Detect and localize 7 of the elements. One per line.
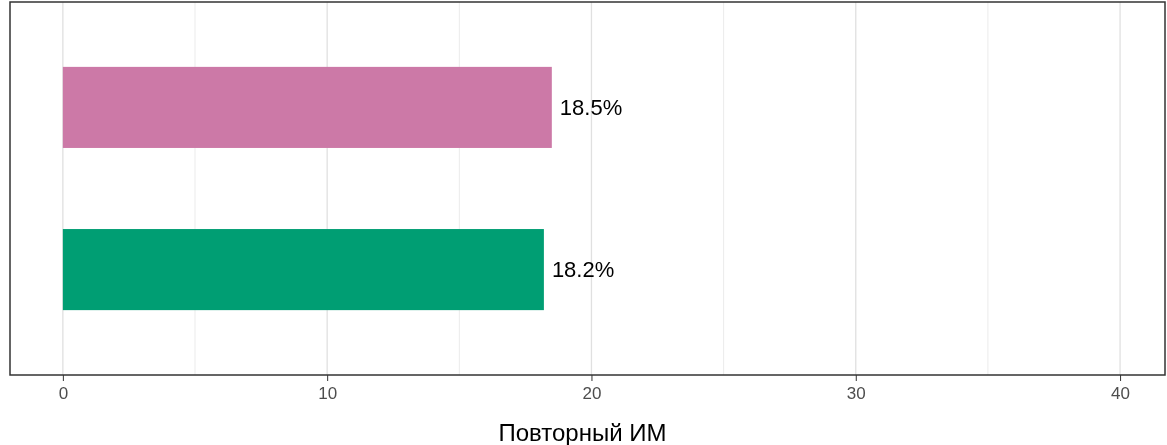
data-label: 18.2%: [551, 257, 615, 283]
data-label: 18.5%: [559, 95, 623, 121]
x-tick-label: 30: [846, 384, 866, 404]
x-tick-label: 40: [1111, 384, 1131, 404]
x-tick-label: 0: [58, 384, 69, 404]
x-tick-label: 20: [582, 384, 602, 404]
x-tick-label: 10: [318, 384, 338, 404]
